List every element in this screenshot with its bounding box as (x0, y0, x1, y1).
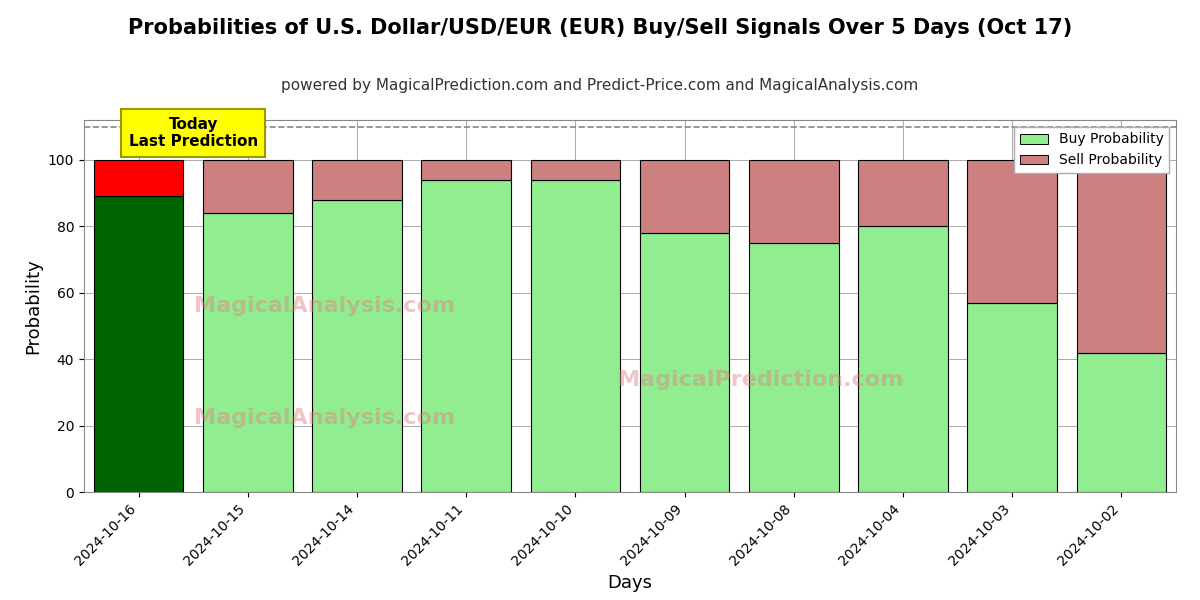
Bar (530, 160, 620, 180)
Legend: Buy Probability, Sell Probability: Buy Probability, Sell Probability (1014, 127, 1169, 173)
Y-axis label: Probability: Probability (24, 258, 42, 354)
Bar (858, 160, 948, 226)
Bar (94, 196, 184, 492)
Text: Today
Last Prediction: Today Last Prediction (128, 117, 258, 149)
Bar (530, 180, 620, 492)
Bar (203, 213, 293, 492)
Bar (640, 233, 730, 492)
Bar (967, 160, 1057, 302)
Bar (421, 160, 511, 180)
Text: MagicalAnalysis.com: MagicalAnalysis.com (193, 407, 455, 428)
Text: powered by MagicalPrediction.com and Predict-Price.com and MagicalAnalysis.com: powered by MagicalPrediction.com and Pre… (281, 78, 919, 93)
Text: MagicalPrediction.com: MagicalPrediction.com (618, 370, 904, 391)
Bar (640, 160, 730, 233)
Bar (858, 226, 948, 492)
Bar (1076, 353, 1166, 492)
Bar (312, 200, 402, 492)
Bar (421, 180, 511, 492)
Bar (749, 243, 839, 492)
X-axis label: Days: Days (607, 574, 653, 592)
Bar (312, 160, 402, 200)
Bar (1076, 160, 1166, 353)
Bar (94, 160, 184, 196)
Text: Probabilities of U.S. Dollar/USD/EUR (EUR) Buy/Sell Signals Over 5 Days (Oct 17): Probabilities of U.S. Dollar/USD/EUR (EU… (128, 18, 1072, 38)
Text: MagicalAnalysis.com: MagicalAnalysis.com (193, 296, 455, 316)
Bar (203, 160, 293, 213)
Bar (967, 302, 1057, 492)
Bar (749, 160, 839, 243)
